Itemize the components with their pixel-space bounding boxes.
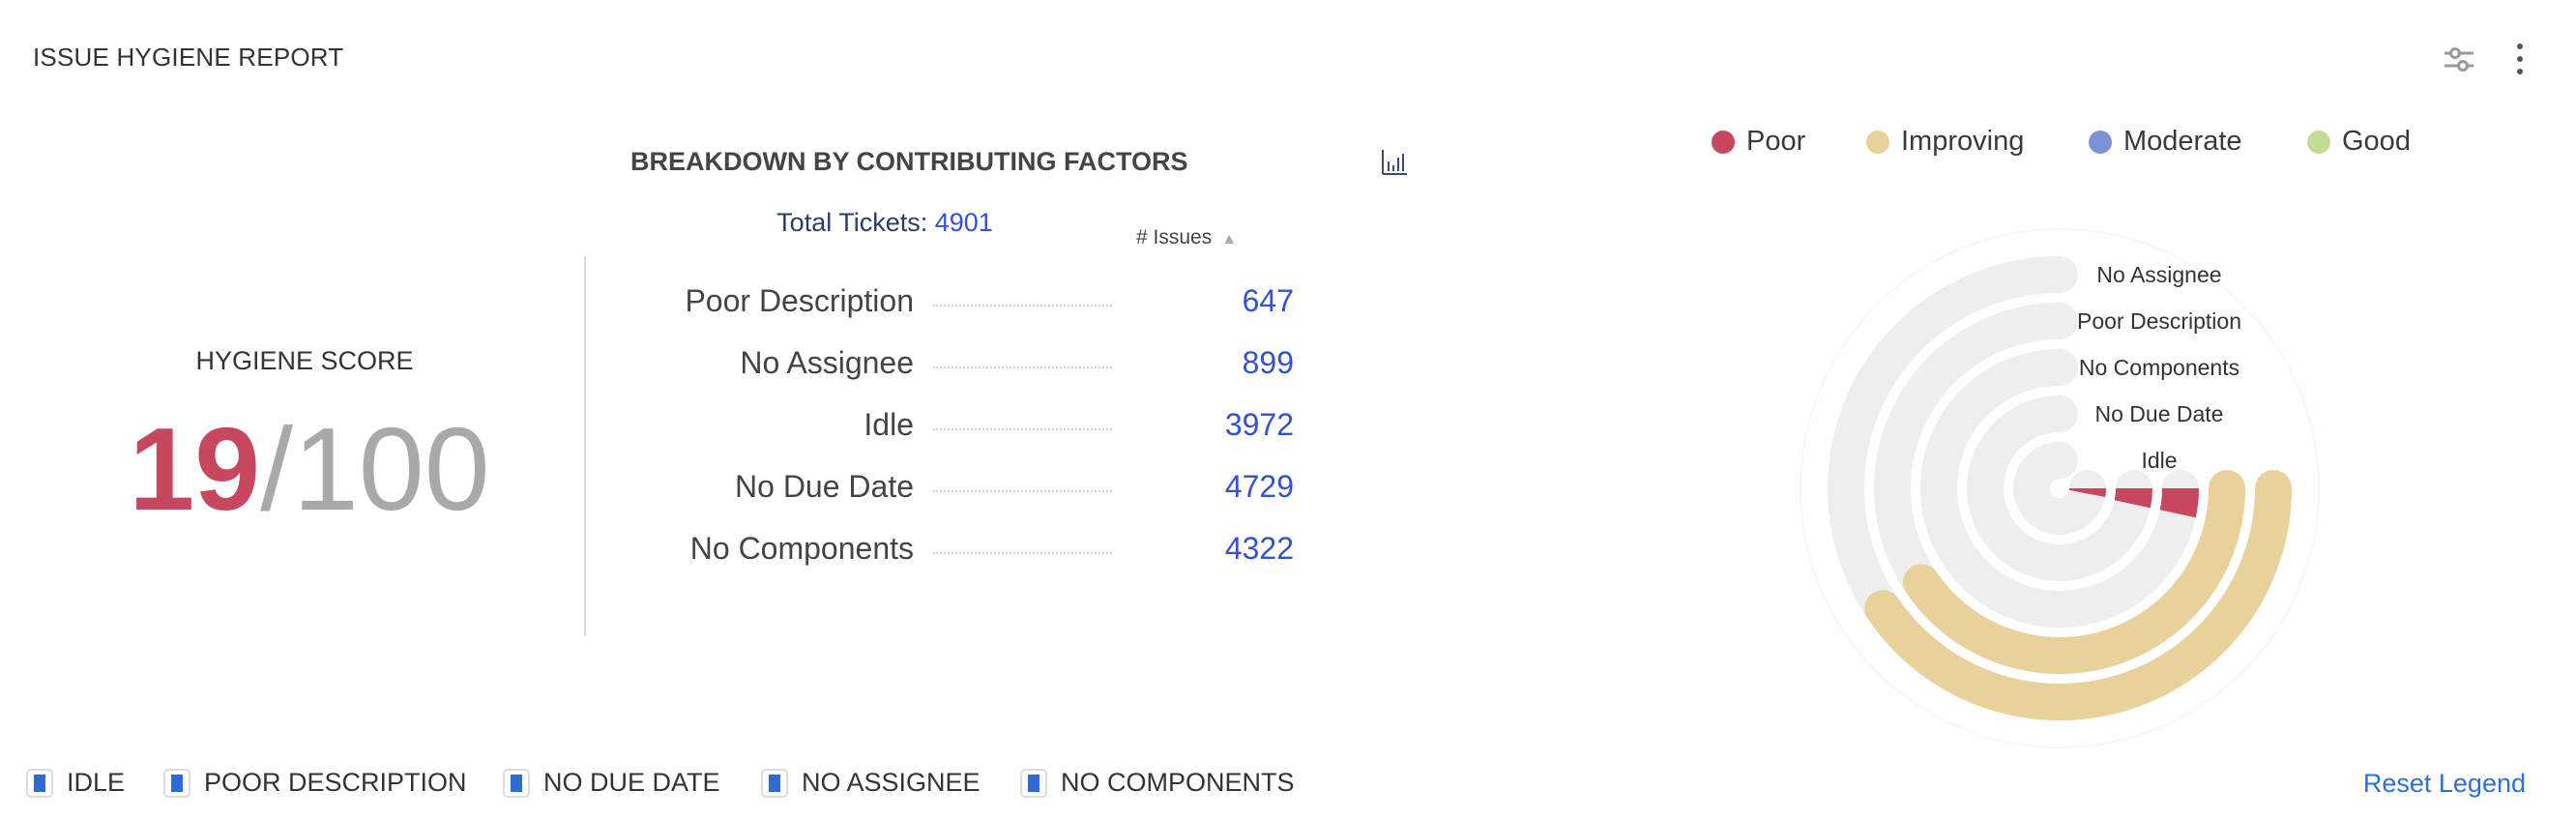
legend-toggle-label: POOR DESCRIPTION <box>204 768 467 797</box>
legend-toggle-no-due-date[interactable]: NO DUE DATE <box>503 768 720 798</box>
kebab-menu-icon[interactable] <box>2512 41 2528 77</box>
legend-label: Poor <box>1746 126 1806 157</box>
dotted-leader <box>933 490 1112 492</box>
issues-column-header[interactable]: # Issues ▲ <box>1136 226 1237 249</box>
checkbox[interactable] <box>1020 768 1047 798</box>
total-tickets-label: Total Tickets: <box>776 208 928 237</box>
breakdown-title: BREAKDOWN BY CONTRIBUTING FACTORS <box>630 147 1188 176</box>
dotted-leader <box>933 305 1112 307</box>
radial-bar-chart: No Assignee Poor Description No Components… <box>1800 228 2320 748</box>
dotted-leader <box>933 428 1112 430</box>
legend-item-improving[interactable]: Improving <box>1866 126 2024 158</box>
legend-toggle-label: NO DUE DATE <box>543 768 720 797</box>
total-tickets-value: 4901 <box>934 208 993 237</box>
total-tickets: Total Tickets: 4901 <box>691 208 1078 238</box>
hygiene-score-label: HYGIENE SCORE <box>195 346 414 375</box>
row-label: Poor Description <box>685 283 914 318</box>
dotted-leader <box>933 552 1112 554</box>
good-dot-icon <box>2307 130 2330 154</box>
legend-toggle-idle[interactable]: IDLE <box>26 768 125 798</box>
legend-item-moderate[interactable]: Moderate <box>2089 126 2242 158</box>
radial-bar-no-components[interactable] <box>2159 487 2199 518</box>
radial-bar-no-due-date[interactable] <box>2114 487 2152 509</box>
checkbox[interactable] <box>163 768 190 798</box>
row-value: 4322 <box>1224 531 1294 566</box>
radial-bar-poor-description[interactable] <box>1902 470 2245 674</box>
radial-bar-idle[interactable] <box>2068 487 2106 497</box>
score-total: /100 <box>260 403 490 535</box>
category-legend: Poor Improving Moderate Good <box>1712 126 2485 164</box>
radial-label: No Components <box>2079 355 2239 380</box>
row-value: 899 <box>1242 345 1294 380</box>
outer-ring-guide <box>1800 228 2320 748</box>
legend-toggle-label: NO ASSIGNEE <box>802 768 981 797</box>
table-row: No Assignee 899 <box>0 345 1354 384</box>
dotted-leader <box>933 366 1112 368</box>
table-row: Poor Description 647 <box>0 283 1354 322</box>
legend-toggle-no-assignee[interactable]: NO ASSIGNEE <box>761 768 981 798</box>
improving-dot-icon <box>1866 130 1889 154</box>
poor-dot-icon <box>1712 130 1735 154</box>
legend-toggle-poor-description[interactable]: POOR DESCRIPTION <box>163 768 467 798</box>
checkbox[interactable] <box>761 768 788 798</box>
bar-chart-icon[interactable] <box>1381 148 1408 177</box>
row-value: 4729 <box>1224 469 1294 504</box>
row-label: No Assignee <box>740 345 914 380</box>
table-row: Idle 3972 <box>0 407 1354 446</box>
legend-toggle-label: NO COMPONENTS <box>1061 768 1295 797</box>
legend-toggle-label: IDLE <box>67 768 126 797</box>
row-label: No Due Date <box>735 469 914 504</box>
radial-bar-no-assignee[interactable] <box>1864 470 2292 720</box>
reset-legend-link[interactable]: Reset Legend <box>2362 769 2526 798</box>
legend-label: Moderate <box>2123 126 2242 157</box>
row-label: Idle <box>864 407 914 442</box>
legend-toggle-no-components[interactable]: NO COMPONENTS <box>1020 768 1295 798</box>
divider <box>584 256 586 635</box>
checkbox[interactable] <box>26 768 53 798</box>
sort-ascending-icon[interactable]: ▲ <box>1221 231 1238 248</box>
report-title: ISSUE HYGIENE REPORT <box>33 43 344 72</box>
table-row: No Due Date 4729 <box>0 469 1354 508</box>
radial-label: Idle <box>2141 448 2177 473</box>
legend-label: Improving <box>1901 126 2025 157</box>
issues-header-label: # Issues <box>1136 226 1213 249</box>
checkbox[interactable] <box>503 768 530 798</box>
legend-label: Good <box>2342 126 2411 157</box>
table-row: No Components 4322 <box>0 531 1354 570</box>
sliders-icon[interactable] <box>2443 43 2475 75</box>
moderate-dot-icon <box>2089 130 2112 154</box>
row-value: 647 <box>1242 283 1294 318</box>
radial-label: No Assignee <box>2096 262 2221 287</box>
legend-item-poor[interactable]: Poor <box>1712 126 1805 158</box>
radial-label: Poor Description <box>2077 308 2241 334</box>
radial-track <box>1920 349 2199 628</box>
radial-label: No Due Date <box>2095 401 2224 426</box>
score-value: 19 <box>129 403 261 535</box>
radial-track <box>2013 442 2106 535</box>
radial-track <box>1967 395 2152 581</box>
hygiene-score: 19/100 <box>58 396 561 542</box>
legend-item-good[interactable]: Good <box>2307 126 2411 158</box>
row-value: 3972 <box>1224 407 1294 442</box>
row-label: No Components <box>689 531 914 566</box>
